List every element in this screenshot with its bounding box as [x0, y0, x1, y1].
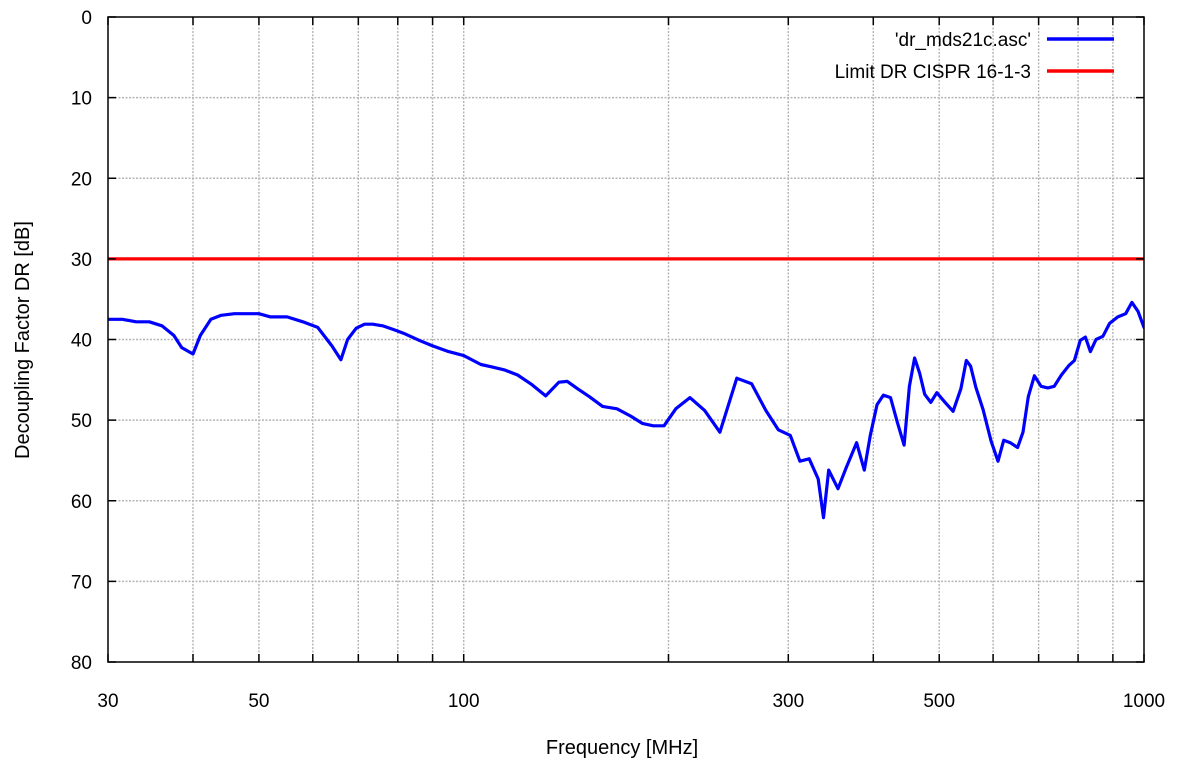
y-tick-label: 50: [71, 411, 92, 432]
y-tick-label: 40: [71, 331, 92, 352]
y-tick-label: 0: [81, 8, 92, 29]
x-tick-label: 300: [772, 691, 804, 712]
y-tick-label: 20: [71, 169, 92, 190]
legend-label: 'dr_mds21c.asc': [895, 30, 1031, 51]
y-tick-label: 80: [71, 653, 92, 674]
y-tick-label: 70: [71, 572, 92, 593]
y-axis-title: Decoupling Factor DR [dB]: [12, 221, 34, 459]
y-tick-label: 30: [71, 250, 92, 271]
series-line-0: [108, 300, 1144, 520]
x-tick-label: 1000: [1123, 691, 1165, 712]
series-layer: [108, 257, 1144, 520]
grid: [108, 17, 1144, 662]
y-tick-labels: 0 10 20 30 40 50 60 70 80: [71, 8, 92, 674]
legend-label: Limit DR CISPR 16-1-3: [835, 62, 1031, 83]
x-axis-title: Frequency [MHz]: [546, 737, 698, 759]
y-tick-label: 60: [71, 492, 92, 513]
x-tick-labels: 30 50 100 300 500 1000: [97, 691, 1165, 712]
y-tick-label: 10: [71, 89, 92, 110]
x-tick-label: 500: [923, 691, 955, 712]
x-tick-label: 30: [97, 691, 118, 712]
legend: 'dr_mds21c.asc' Limit DR CISPR 16-1-3: [835, 30, 1114, 83]
x-tick-label: 50: [248, 691, 269, 712]
x-tick-label: 100: [448, 691, 480, 712]
axis-ticks: [107, 16, 1145, 663]
